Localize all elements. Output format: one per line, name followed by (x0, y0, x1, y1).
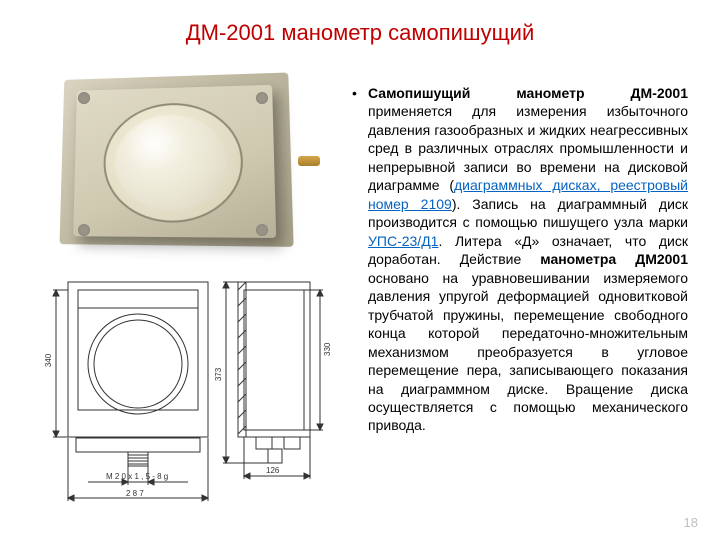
page-title: ДМ-2001 манометр самопишущий (28, 20, 692, 46)
left-column: 340 373 330 126 М 2 0 х 1 , 5 - 8 g 2 8 … (28, 64, 328, 506)
lead-bold: Самопишущий манометр ДМ-2001 (368, 85, 688, 101)
dim-126: 126 (266, 466, 279, 475)
technical-drawing: 340 373 330 126 М 2 0 х 1 , 5 - 8 g 2 8 … (28, 276, 328, 506)
dim-340: 340 (44, 354, 53, 367)
page-number: 18 (684, 515, 698, 530)
dim-330: 330 (323, 343, 332, 356)
dim-thread: М 2 0 х 1 , 5 - 8 g (106, 472, 168, 481)
description-bullet: Самопишущий манометр ДМ-2001 применяется… (346, 84, 688, 435)
right-column: Самопишущий манометр ДМ-2001 применяется… (346, 64, 692, 506)
link-ups[interactable]: УПС-23/Д1 (368, 233, 438, 249)
content-row: 340 373 330 126 М 2 0 х 1 , 5 - 8 g 2 8 … (28, 64, 692, 506)
bold2: манометра ДМ2001 (540, 251, 688, 267)
device-photo (28, 64, 328, 264)
dim-373: 373 (214, 368, 223, 381)
dim-287: 2 8 7 (126, 489, 144, 498)
txt4: основано на уравновешивании измеряемого … (368, 270, 688, 434)
